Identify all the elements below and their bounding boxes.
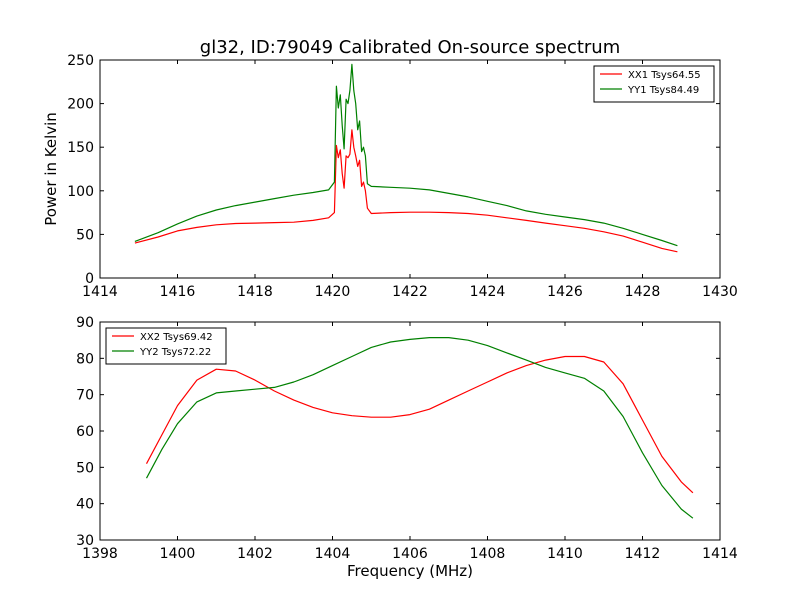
top-spectrum-plot: 1414 1416 1418 1420 1422 1424 1426 1428 1430 0 50 1… bbox=[42, 53, 738, 300]
bottom-x-tick-label: 1412 bbox=[625, 546, 661, 562]
bottom-legend-box bbox=[105, 327, 227, 365]
top-x-tick-label: 1422 bbox=[392, 284, 428, 300]
bottom-y-tick-label: 50 bbox=[76, 460, 94, 476]
top-y-tick-label: 150 bbox=[67, 140, 94, 156]
bottom-x-tick-label: 1414 bbox=[702, 546, 738, 562]
top-x-tick-label: 1420 bbox=[315, 284, 351, 300]
top-y-tick-label: 200 bbox=[67, 97, 94, 113]
bottom-y-tick-label: 80 bbox=[76, 351, 94, 367]
top-y-tick-label: 100 bbox=[67, 184, 94, 200]
bottom-y-tick-label: 70 bbox=[76, 388, 94, 404]
bottom-y-tick-label: 90 bbox=[76, 315, 94, 331]
bottom-series-line-1 bbox=[145, 355, 694, 494]
top-x-tick-label: 1424 bbox=[470, 284, 506, 300]
bottom-y-tick-label: 40 bbox=[76, 497, 94, 513]
top-series-line-2 bbox=[134, 63, 678, 247]
top-y-tick-label: 50 bbox=[76, 227, 94, 243]
top-x-tick-label: 1414 bbox=[82, 284, 118, 300]
bottom-x-tick-label: 1400 bbox=[160, 546, 196, 562]
bottom-y-tick-label: 30 bbox=[76, 533, 94, 549]
top-y-axis-label: Power in Kelvin bbox=[42, 112, 60, 226]
bottom-x-tick-label: 1408 bbox=[470, 546, 506, 562]
bottom-x-tick-label: 1398 bbox=[82, 546, 118, 562]
figure-title: gl32, ID:79049 Calibrated On-source spec… bbox=[200, 37, 620, 58]
top-legend-entry-1: XX1 Tsys64.55 bbox=[628, 70, 701, 81]
bottom-spectrum-plot: 1398 1400 1402 1404 1406 1408 1410 1412 1414 30 40… bbox=[76, 315, 738, 580]
top-x-tick-label: 1428 bbox=[625, 284, 661, 300]
top-series-line-1 bbox=[134, 129, 678, 253]
top-y-tick-label: 0 bbox=[85, 271, 94, 287]
top-x-tick-label: 1430 bbox=[702, 284, 738, 300]
bottom-x-tick-label: 1406 bbox=[392, 546, 428, 562]
top-x-tick-label: 1426 bbox=[547, 284, 583, 300]
bottom-y-tick-label: 60 bbox=[76, 424, 94, 440]
bottom-x-tick-label: 1402 bbox=[237, 546, 273, 562]
top-y-tick-label: 250 bbox=[67, 53, 94, 69]
bottom-x-tick-label: 1410 bbox=[547, 546, 583, 562]
top-x-tick-label: 1418 bbox=[237, 284, 273, 300]
bottom-x-tick-label: 1404 bbox=[315, 546, 351, 562]
bottom-legend-entry-1: XX2 Tsys69.42 bbox=[140, 332, 213, 343]
top-legend-entry-2: YY1 Tsys84.49 bbox=[627, 85, 699, 96]
top-legend-box bbox=[593, 65, 715, 103]
bottom-x-axis-label: Frequency (MHz) bbox=[347, 562, 473, 580]
bottom-series-line-2 bbox=[145, 337, 694, 519]
top-x-tick-label: 1416 bbox=[160, 284, 196, 300]
bottom-legend-entry-2: YY2 Tsys72.22 bbox=[139, 347, 211, 358]
